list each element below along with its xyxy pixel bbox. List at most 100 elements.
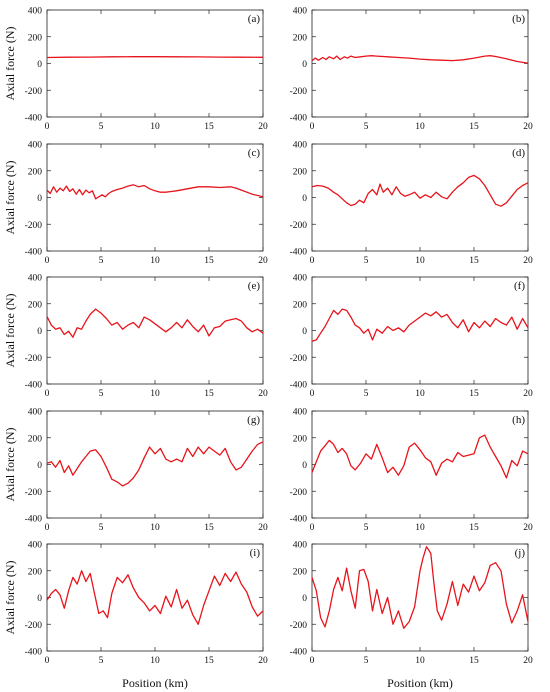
series-line-b xyxy=(311,55,529,64)
x-tick-label-c: 15 xyxy=(204,256,214,266)
x-tick-label-i: 5 xyxy=(99,656,104,666)
y-tick-label-e: -200 xyxy=(25,354,43,364)
x-tick-label-c: 20 xyxy=(258,256,268,266)
x-tick-label-f: 15 xyxy=(469,389,479,399)
y-tick-label-j: -400 xyxy=(290,648,308,658)
y-tick-label-e: -400 xyxy=(25,381,43,391)
y-tick-label-b: -400 xyxy=(290,114,308,124)
x-tick-label-i: 20 xyxy=(258,656,268,666)
plot-frame-j xyxy=(311,543,529,652)
y-tick-label-i: -200 xyxy=(25,621,43,631)
y-tick-label-d: 400 xyxy=(293,141,308,151)
y-tick-label-b: -200 xyxy=(290,87,308,97)
y-tick-label-h: 200 xyxy=(293,434,308,444)
y-tick-label-d: 0 xyxy=(302,194,307,204)
series-line-c xyxy=(46,184,264,200)
x-tick-label-g: 0 xyxy=(45,523,50,533)
x-tick-label-j: 20 xyxy=(523,656,533,666)
x-tick-label-i: 15 xyxy=(204,656,214,666)
panel-a: -400 -200 0 200 400 0 5 10 15 20 (a) Axial force (N… xyxy=(3,7,268,133)
plot-frame-b xyxy=(311,9,529,118)
x-tick-label-h: 10 xyxy=(415,523,425,533)
plot-frame-e xyxy=(46,276,264,385)
y-tick-label-j: 400 xyxy=(293,541,308,551)
panel-label-d: (d) xyxy=(512,147,525,159)
x-tick-label-a: 15 xyxy=(204,122,214,132)
y-tick-label-g: 0 xyxy=(37,461,42,471)
plot-frame-i xyxy=(46,543,264,652)
y-tick-label-f: -400 xyxy=(290,381,308,391)
x-tick-label-b: 5 xyxy=(364,122,369,132)
y-tick-label-f: 0 xyxy=(302,327,307,337)
y-tick-label-h: -200 xyxy=(290,488,308,498)
x-tick-label-d: 10 xyxy=(415,256,425,266)
panel-b: -400 -200 0 200 400 0 5 10 15 20 (b) xyxy=(290,7,533,133)
y-tick-label-h: 400 xyxy=(293,408,308,418)
x-tick-label-f: 20 xyxy=(523,389,533,399)
plot-frame-f xyxy=(311,276,529,385)
y-axis-label-a: Axial force (N) xyxy=(3,27,17,101)
x-tick-label-j: 5 xyxy=(364,656,369,666)
x-tick-label-b: 10 xyxy=(415,122,425,132)
x-tick-label-j: 10 xyxy=(415,656,425,666)
y-tick-label-a: 400 xyxy=(28,7,43,17)
y-tick-label-g: -200 xyxy=(25,488,43,498)
panel-c: -400 -200 0 200 400 0 5 10 15 20 (c) Axial force (N… xyxy=(3,141,268,267)
series-line-e xyxy=(46,308,264,338)
panel-i: -400 -200 0 200 400 0 5 10 15 20 (i) Axial force (N… xyxy=(3,541,268,667)
x-tick-label-a: 5 xyxy=(99,122,104,132)
x-tick-label-a: 0 xyxy=(45,122,50,132)
y-tick-label-a: 0 xyxy=(37,60,42,70)
x-tick-label-c: 0 xyxy=(45,256,50,266)
x-tick-label-i: 10 xyxy=(150,656,160,666)
y-tick-label-d: -400 xyxy=(290,248,308,258)
y-tick-label-e: 200 xyxy=(28,300,43,310)
x-tick-label-e: 15 xyxy=(204,389,214,399)
y-tick-label-j: -200 xyxy=(290,621,308,631)
panel-label-b: (b) xyxy=(512,13,525,25)
y-tick-label-a: -400 xyxy=(25,114,43,124)
x-tick-label-g: 10 xyxy=(150,523,160,533)
y-axis-label-i: Axial force (N) xyxy=(3,561,17,635)
x-tick-label-h: 15 xyxy=(469,523,479,533)
y-tick-label-j: 0 xyxy=(302,594,307,604)
series-line-a xyxy=(46,56,264,59)
y-tick-label-c: 0 xyxy=(37,194,42,204)
x-tick-label-g: 20 xyxy=(258,523,268,533)
x-tick-label-e: 5 xyxy=(99,389,104,399)
x-tick-label-d: 5 xyxy=(364,256,369,266)
panel-e: -400 -200 0 200 400 0 5 10 15 20 (e) Axial force (N… xyxy=(3,274,268,400)
x-tick-label-j: 0 xyxy=(310,656,315,666)
x-tick-label-f: 5 xyxy=(364,389,369,399)
y-tick-label-i: -400 xyxy=(25,648,43,658)
y-tick-label-e: 400 xyxy=(28,274,43,284)
x-tick-label-b: 20 xyxy=(523,122,533,132)
y-tick-label-g: 400 xyxy=(28,408,43,418)
y-tick-label-g: 200 xyxy=(28,434,43,444)
y-tick-label-a: 200 xyxy=(28,33,43,43)
y-tick-label-c: -200 xyxy=(25,221,43,231)
x-tick-label-b: 15 xyxy=(469,122,479,132)
y-tick-label-a: -200 xyxy=(25,87,43,97)
panel-label-f: (f) xyxy=(514,280,525,292)
y-tick-label-c: -400 xyxy=(25,248,43,258)
y-tick-label-c: 200 xyxy=(28,167,43,177)
y-tick-label-c: 400 xyxy=(28,141,43,151)
series-line-i xyxy=(46,570,264,625)
y-tick-label-f: 200 xyxy=(293,300,308,310)
y-tick-label-j: 200 xyxy=(293,567,308,577)
y-tick-label-e: 0 xyxy=(37,327,42,337)
y-tick-label-d: 200 xyxy=(293,167,308,177)
y-tick-label-i: 0 xyxy=(37,594,42,604)
y-tick-label-g: -400 xyxy=(25,515,43,525)
panel-h: -400 -200 0 200 400 0 5 10 15 20 (h) xyxy=(290,408,533,534)
x-tick-label-h: 20 xyxy=(523,523,533,533)
y-tick-label-i: 200 xyxy=(28,567,43,577)
x-tick-label-e: 10 xyxy=(150,389,160,399)
y-axis-label-c: Axial force (N) xyxy=(3,161,17,235)
y-tick-label-b: 0 xyxy=(302,60,307,70)
plot-frame-c xyxy=(46,143,264,252)
x-tick-label-d: 0 xyxy=(310,256,315,266)
x-tick-label-g: 5 xyxy=(99,523,104,533)
x-tick-label-a: 10 xyxy=(150,122,160,132)
